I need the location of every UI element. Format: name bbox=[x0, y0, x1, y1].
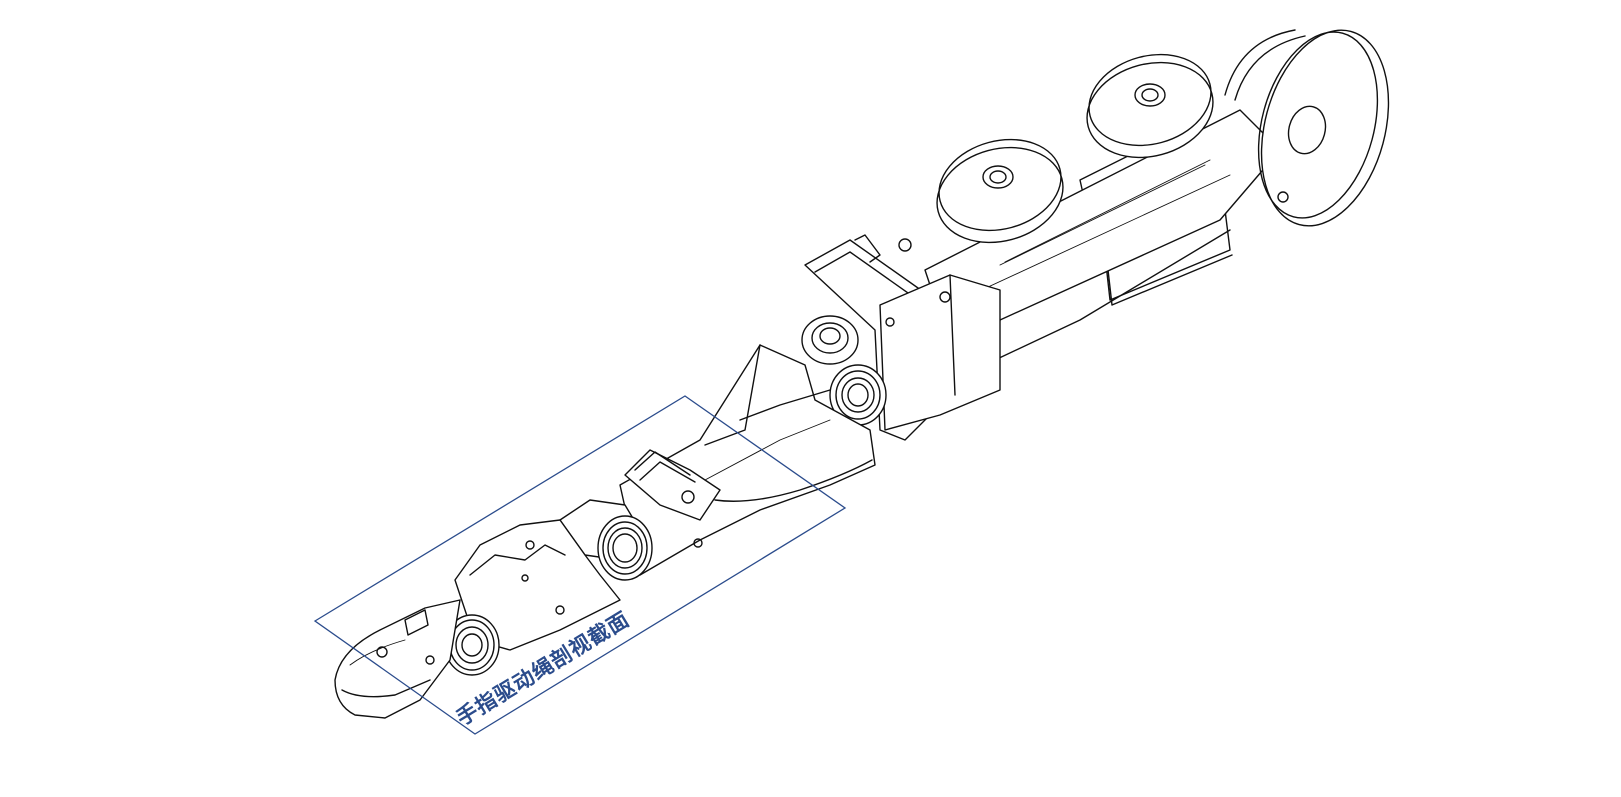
pulley-middle bbox=[936, 138, 1064, 244]
upper-joint-bearing bbox=[801, 315, 887, 426]
section-plane-outline bbox=[313, 395, 847, 735]
fingertip bbox=[334, 599, 461, 719]
section-plane bbox=[313, 395, 847, 735]
pulley-upper bbox=[1086, 53, 1214, 159]
proximal-phalanx bbox=[619, 344, 876, 576]
middle-joint-bearing bbox=[597, 515, 653, 581]
end-disc bbox=[1224, 29, 1390, 227]
joint-housing bbox=[804, 234, 1001, 441]
